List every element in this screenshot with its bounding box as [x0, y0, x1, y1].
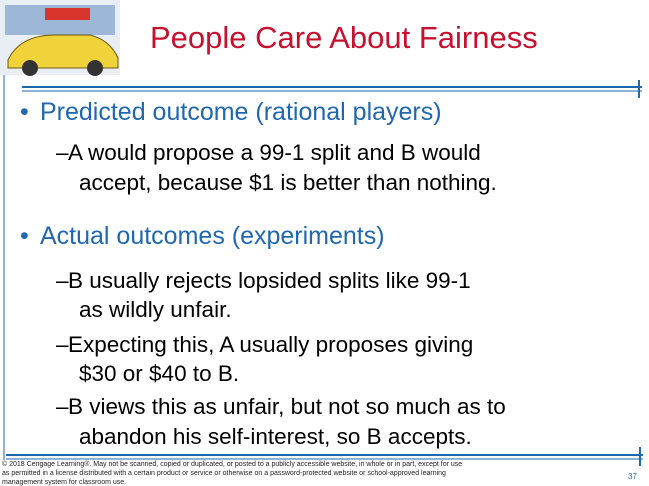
slide: {"header": {"title": "People Care About … — [0, 0, 649, 485]
bullet-text: Predicted outcome (rational players) — [40, 98, 442, 127]
sub-bullet-line: B usually rejects lopsided splits like 9… — [68, 268, 471, 294]
slide-title: People Care About Fairness — [150, 20, 538, 56]
copyright-line: as permitted in a license distributed wi… — [2, 470, 446, 477]
sub-bullet-line: as wildly unfair. — [79, 297, 232, 323]
sub-bullet-line: Expecting this, A usually proposes givin… — [68, 332, 473, 358]
copyright-line: © 2018 Cengage Learning®. May not be sca… — [2, 461, 462, 468]
bullet-text: Actual outcomes (experiments) — [40, 222, 385, 251]
sub-bullet-line: abandon his self-interest, so B accepts. — [79, 424, 472, 450]
sub-bullet-line: B views this as unfair, but not so much … — [68, 394, 506, 420]
dash-marker: – — [56, 394, 69, 420]
title-rule — [22, 80, 642, 98]
sub-bullet-line: accept, because $1 is better than nothin… — [79, 170, 497, 196]
bullet-marker: • — [20, 222, 29, 251]
sub-bullet-line: A would propose a 99-1 split and B would — [68, 140, 481, 166]
page-number: 37 — [628, 472, 637, 481]
sub-bullet-line: $30 or $40 to B. — [79, 361, 239, 387]
dash-marker: – — [56, 140, 69, 166]
bullet-marker: • — [20, 98, 29, 127]
dash-marker: – — [56, 268, 69, 294]
clip-art — [0, 0, 120, 76]
dash-marker: – — [56, 332, 69, 358]
